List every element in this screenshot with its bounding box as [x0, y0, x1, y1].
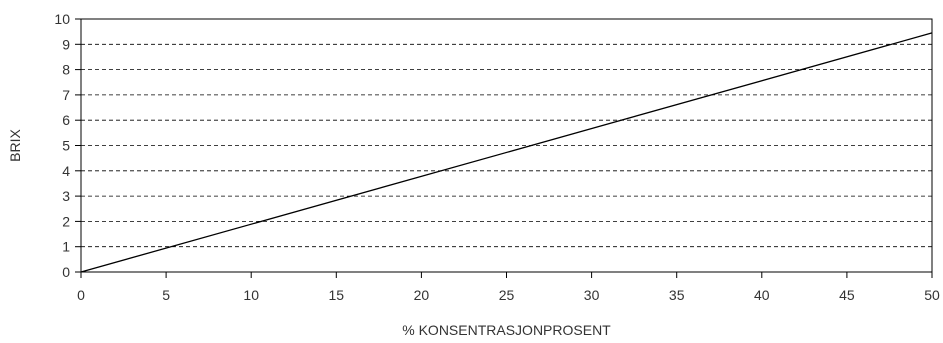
y-tick-label-9: 9	[62, 36, 70, 52]
y-tick-label-5: 5	[62, 138, 70, 154]
x-tick-label-0: 0	[77, 287, 85, 303]
x-tick-label-15: 15	[329, 287, 345, 303]
x-tick-label-10: 10	[243, 287, 259, 303]
y-axis-title: BRIX	[7, 129, 23, 162]
y-tick-label-8: 8	[62, 62, 70, 78]
y-tick-label-1: 1	[62, 239, 70, 255]
x-tick-label-25: 25	[499, 287, 515, 303]
gridlines	[81, 43, 932, 248]
y-tick-label-10: 10	[54, 11, 70, 27]
x-axis-title: % KONSENTRASJONPROSENT	[402, 322, 611, 338]
x-tick-label-5: 5	[162, 287, 170, 303]
y-tick-label-6: 6	[62, 112, 70, 128]
x-tick-label-40: 40	[754, 287, 770, 303]
y-tick-label-3: 3	[62, 188, 70, 204]
y-tick-label-7: 7	[62, 87, 70, 103]
y-tick-label-2: 2	[62, 213, 70, 229]
x-axis: 0 5 10 15 20 25 30 35 40 45 50	[77, 272, 940, 303]
y-tick-label-0: 0	[62, 264, 70, 280]
x-tick-label-35: 35	[669, 287, 685, 303]
x-tick-label-45: 45	[839, 287, 855, 303]
y-tick-label-4: 4	[62, 163, 70, 179]
x-tick-label-30: 30	[584, 287, 600, 303]
x-tick-label-50: 50	[924, 287, 940, 303]
series-line-0	[80, 32, 933, 273]
x-tick-label-20: 20	[414, 287, 430, 303]
series-layer	[80, 32, 933, 273]
y-axis: 0 1 2 3 4 5 6 7 8 9 10	[54, 11, 81, 280]
